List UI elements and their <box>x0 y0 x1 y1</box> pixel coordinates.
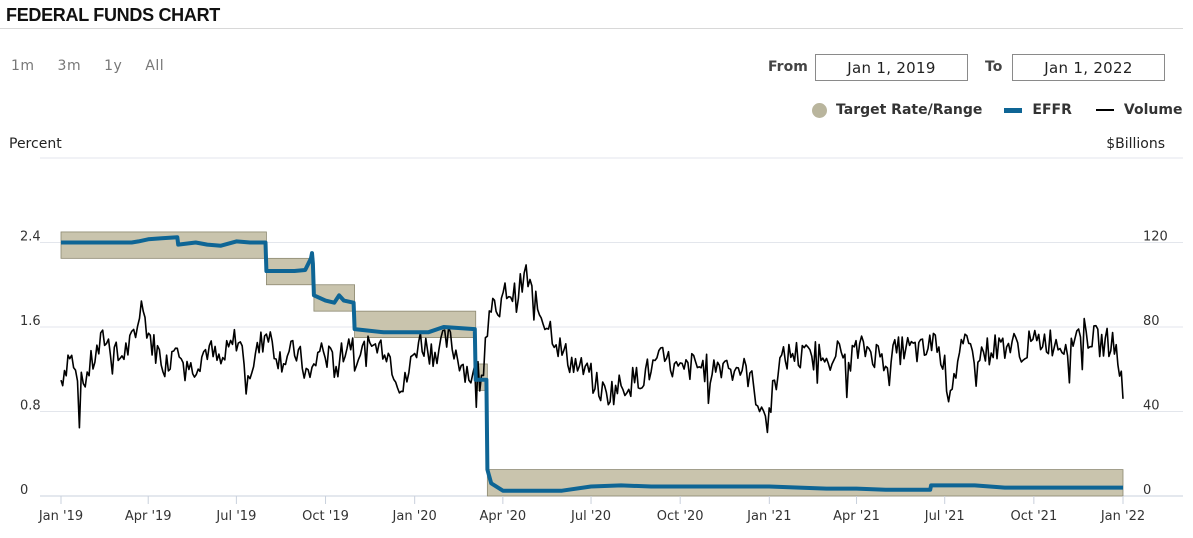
effr-series <box>61 235 1123 493</box>
x-tick-label: Jan '22 <box>1100 509 1145 524</box>
page-title: FEDERAL FUNDS CHART <box>6 5 220 25</box>
x-tick-label: Jul '19 <box>215 509 256 524</box>
legend-label-target: Target Rate/Range <box>836 102 983 118</box>
legend-label-volume: Volume <box>1123 102 1183 118</box>
legend-label-effr: EFFR <box>1032 102 1072 118</box>
x-tick-label: Oct '19 <box>302 509 349 524</box>
x-tick-label: Jul '20 <box>570 509 611 524</box>
x-tick-label: Jan '21 <box>746 509 791 524</box>
left-y-axis: 0 0.8 1.6 2.4 <box>20 230 41 499</box>
right-y-tick-label: 120 <box>1143 230 1168 245</box>
gridlines <box>40 157 1183 497</box>
left-y-tick-label: 2.4 <box>20 230 41 245</box>
volume-series <box>60 264 1124 434</box>
target-range-series <box>60 231 1124 497</box>
x-tick-label: Apr '20 <box>479 509 526 524</box>
x-tick-label: Apr '19 <box>125 509 172 524</box>
to-date-input[interactable] <box>1012 54 1165 81</box>
x-tick-label: Jan '19 <box>38 509 83 524</box>
legend-item-effr[interactable]: EFFR <box>1004 102 1072 118</box>
right-y-axis: 0 40 80 120 <box>1143 230 1168 499</box>
right-y-tick-label: 80 <box>1143 314 1160 329</box>
legend-item-target[interactable]: Target Rate/Range <box>812 102 982 118</box>
effr-line <box>61 235 1123 493</box>
left-axis-title: Percent <box>9 136 62 152</box>
to-label: To <box>985 59 1003 75</box>
range-selector: 1m 3m 1y All <box>11 58 187 74</box>
range-button-1y[interactable]: 1y <box>104 58 123 74</box>
volume-swatch-icon <box>1095 109 1114 111</box>
range-button-all[interactable]: All <box>145 58 165 74</box>
target-range-band <box>486 469 1124 497</box>
range-button-1m[interactable]: 1m <box>11 58 35 74</box>
x-tick-label: Apr '21 <box>833 509 880 524</box>
chart-legend: Target Rate/Range EFFR Volume <box>812 102 1182 118</box>
left-y-tick-label: 0.8 <box>20 399 41 414</box>
right-axis-title: $Billions <box>1106 136 1165 152</box>
x-tick-label: Oct '20 <box>657 509 704 524</box>
x-tick-label: Jul '21 <box>924 509 965 524</box>
effr-swatch-icon <box>1004 107 1023 113</box>
target-range-band <box>60 231 267 259</box>
left-y-tick-label: 0 <box>20 483 28 498</box>
x-axis: Jan '19 Apr '19 Jul '19 Oct '19 Jan '20 Apr '… <box>38 496 1145 524</box>
x-tick-label: Oct '21 <box>1010 509 1057 524</box>
title-divider <box>0 28 1183 29</box>
legend-item-volume[interactable]: Volume <box>1095 102 1183 118</box>
right-y-tick-label: 40 <box>1143 399 1160 414</box>
x-tick-label: Jan '20 <box>392 509 437 524</box>
left-y-tick-label: 1.6 <box>20 314 41 329</box>
volume-line <box>60 264 1124 434</box>
right-y-tick-label: 0 <box>1143 483 1151 498</box>
from-label: From <box>768 59 808 75</box>
target-swatch-icon <box>812 102 827 118</box>
from-date-input[interactable] <box>815 54 968 81</box>
range-button-3m[interactable]: 3m <box>57 58 82 74</box>
